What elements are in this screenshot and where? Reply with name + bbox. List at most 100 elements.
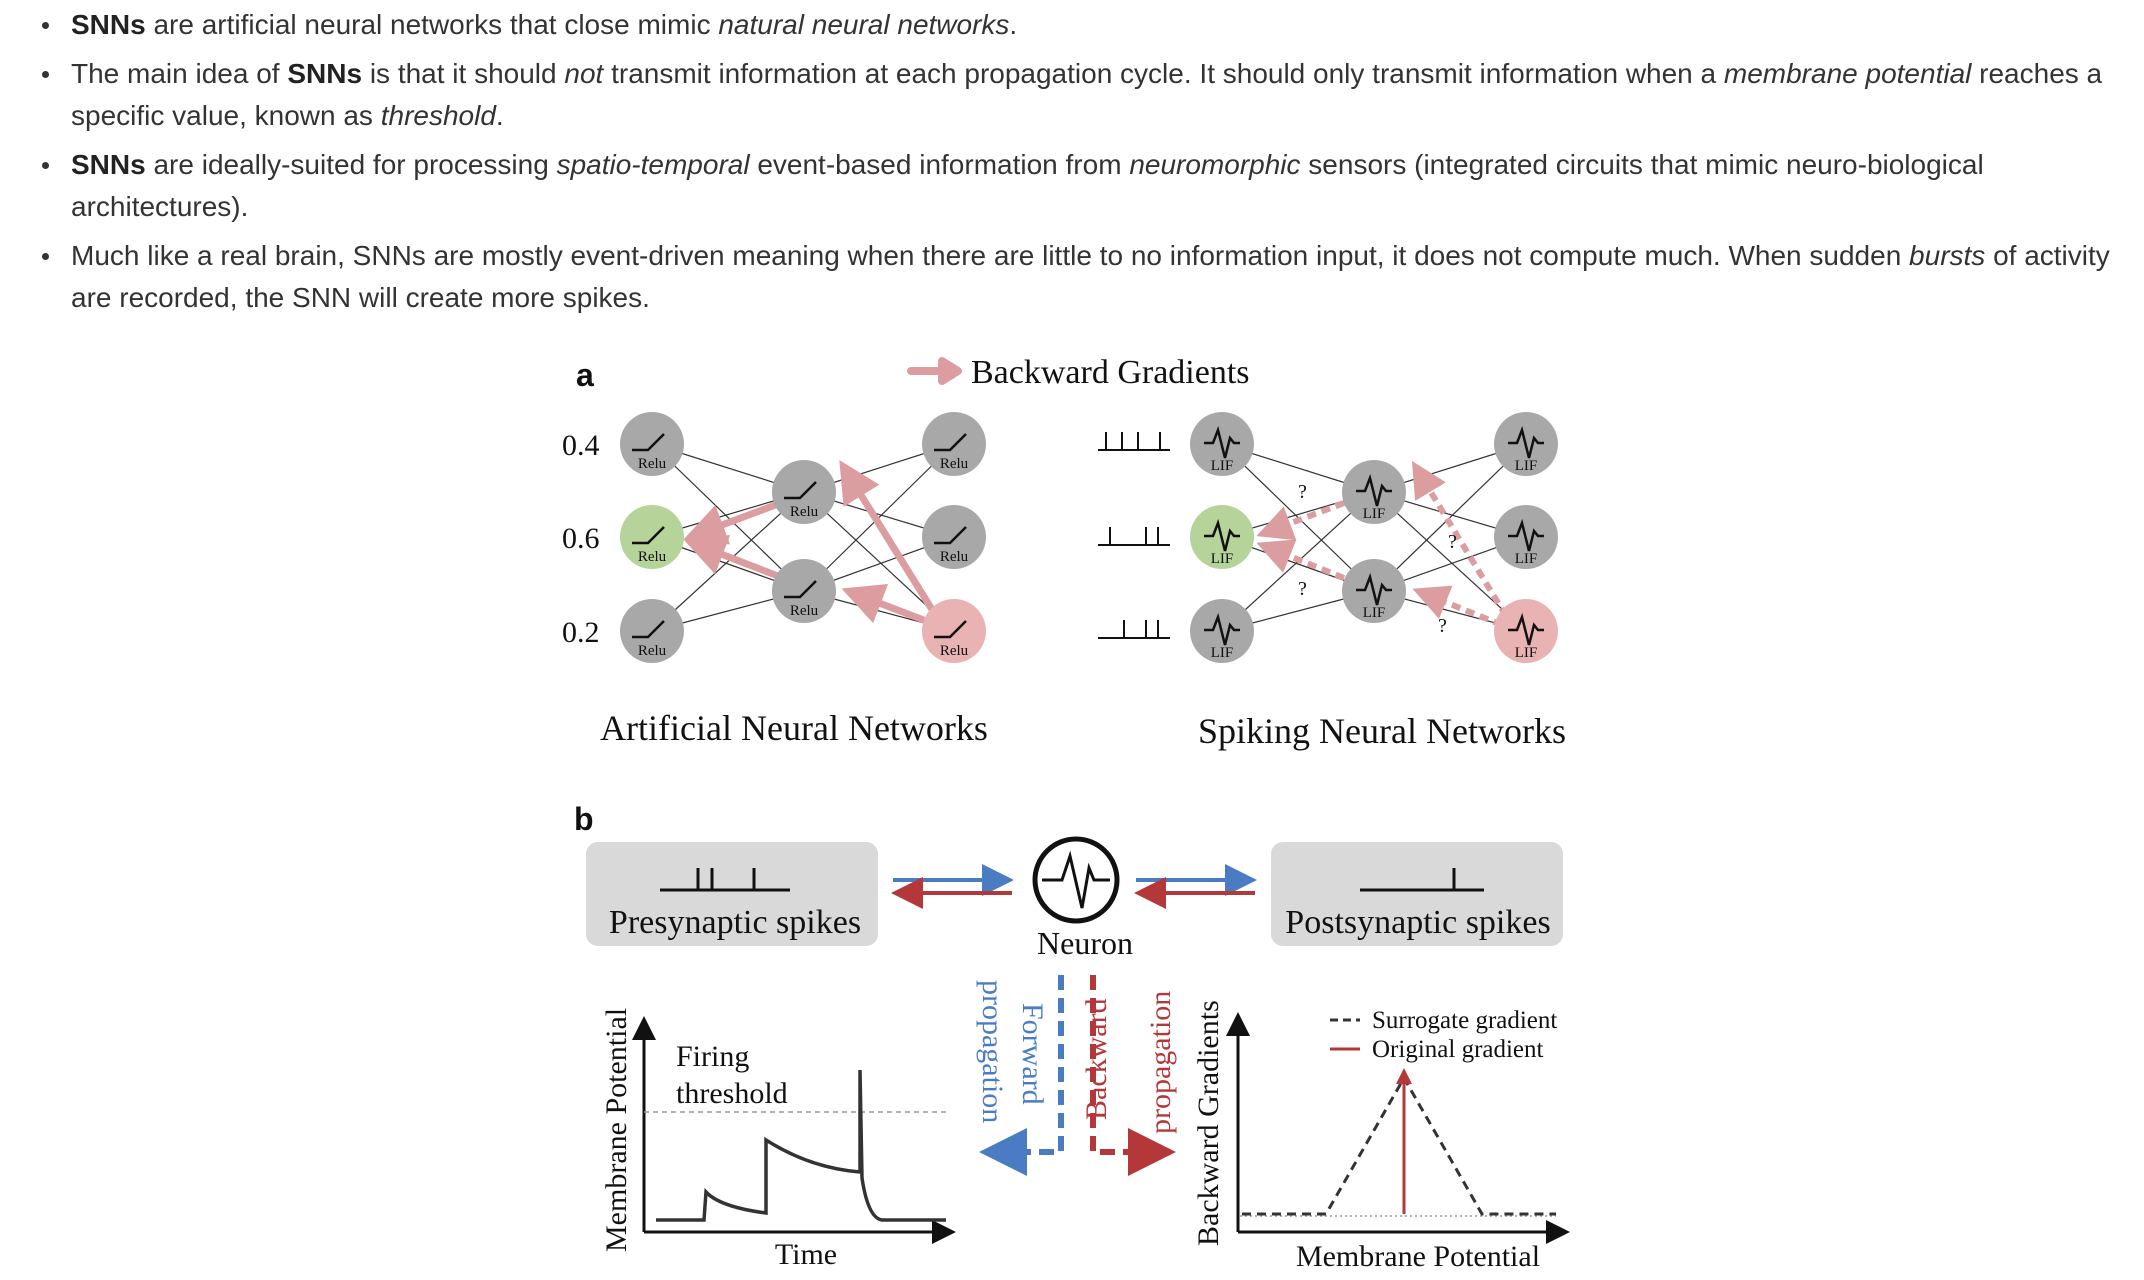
ann-input-value: 0.6	[562, 522, 600, 555]
spike-icon	[1356, 473, 1392, 507]
lif-node-label: LIF	[1211, 551, 1234, 567]
bullet-text: The main idea of	[71, 58, 288, 89]
relu-node: Relu	[620, 412, 684, 476]
membrane-potential-plot: Membrane Potential Time Firing threshold	[600, 1008, 956, 1271]
bullet-text: sensors (integrated circuits that mimic …	[71, 149, 1984, 222]
relu-icon	[784, 481, 817, 500]
relu-node: Relu	[772, 559, 836, 623]
spike-train-icon	[1360, 868, 1484, 892]
lif-node-label: LIF	[1211, 458, 1234, 474]
spike-icon	[1508, 425, 1544, 459]
question-mark: ?	[1298, 481, 1307, 503]
surrogate-gradient-line	[1242, 1074, 1556, 1216]
bullet-list: SNNs are artificial neural networks that…	[36, 4, 2126, 326]
panel-a-label: a	[576, 357, 594, 393]
relu-icon	[784, 580, 817, 599]
bg-xlabel: Membrane Potential	[1296, 1240, 1540, 1273]
ann-title: Artificial Neural Networks	[600, 708, 988, 748]
bullet-text: event-based information from	[749, 149, 1130, 180]
lif-node-label: LIF	[1515, 551, 1538, 567]
forward-label: Forward	[1016, 1003, 1049, 1105]
presynaptic-label: Presynaptic spikes	[609, 904, 861, 941]
snn-network: ? ? ? ? LIF LIF LIF LIF LIF LIF LIF LIF …	[1098, 412, 1566, 751]
lif-node: LIF	[1190, 599, 1254, 663]
question-mark: ?	[1438, 615, 1447, 637]
lif-node: LIF	[1494, 412, 1558, 476]
question-mark: ?	[1298, 578, 1307, 600]
bullet-text: reaches a specific value, known as	[71, 58, 2103, 131]
lif-node-label: LIF	[1515, 458, 1538, 474]
italic-term: membrane potential	[1723, 58, 1972, 89]
spike-train-icon	[660, 868, 790, 892]
relu-node: Relu	[922, 412, 986, 476]
ann-input-value: 0.4	[562, 429, 600, 462]
ann-network: 0.4 0.6 0.2 Relu Relu Relu Relu Relu Rel…	[562, 412, 988, 748]
relu-node-label: Relu	[638, 549, 667, 565]
mp-ylabel: Membrane Potential	[600, 1008, 633, 1252]
backward-propagation: Backward propagation	[1080, 975, 1177, 1176]
signal-arrows	[891, 864, 1257, 909]
postsynaptic-box: Postsynaptic spikes	[1271, 842, 1563, 946]
bullet-text: are artificial neural networks that clos…	[145, 9, 719, 40]
spike-train-icon	[1098, 432, 1170, 639]
relu-icon	[934, 526, 967, 545]
forward-propagation: Forward propagation	[976, 975, 1064, 1176]
spike-icon	[1508, 518, 1544, 552]
backward-gradients-legend: Backward Gradients	[907, 354, 1250, 391]
spike-icon	[1356, 572, 1392, 606]
lif-node: LIF	[1342, 460, 1406, 524]
backward-gradients-legend-label: Backward Gradients	[971, 354, 1250, 391]
firing-label: Firing	[676, 1040, 749, 1073]
lif-node-label: LIF	[1211, 645, 1234, 661]
bullet-text: Much like a real brain, SNNs are mostly …	[71, 240, 1910, 271]
legend-original: Original gradient	[1372, 1036, 1544, 1063]
relu-node-label: Relu	[638, 643, 667, 659]
presynaptic-box: Presynaptic spikes	[586, 842, 878, 946]
neuron: Neuron	[1032, 836, 1133, 961]
panel-b-label: b	[574, 801, 594, 837]
lif-node: LIF	[1190, 412, 1254, 476]
bullet-item: SNNs are artificial neural networks that…	[36, 4, 2126, 46]
spike-icon	[1204, 425, 1240, 459]
relu-node-label: Relu	[790, 504, 819, 520]
bullet-text: transmit information at each propagation…	[603, 58, 1724, 89]
bold-term: SNNs	[71, 9, 146, 40]
bullet-item: The main idea of SNNs is that it should …	[36, 53, 2126, 137]
neuron-label: Neuron	[1037, 925, 1133, 961]
relu-node-label: Relu	[940, 456, 969, 472]
membrane-trace	[656, 1069, 946, 1222]
unknown-gradient-marks: ? ? ? ?	[1298, 481, 1457, 637]
spike-icon	[1204, 518, 1240, 552]
bullet-item: Much like a real brain, SNNs are mostly …	[36, 235, 2126, 319]
bold-term: SNNs	[71, 149, 146, 180]
bullet-text: of activity are recorded, the SNN will c…	[71, 240, 2110, 313]
forward-propagation-label: propagation	[976, 980, 1009, 1123]
lif-node: LIF	[1494, 599, 1558, 663]
lif-node-label: LIF	[1515, 645, 1538, 661]
italic-term: bursts	[1909, 240, 1986, 271]
bullet-item: SNNs are ideally-suited for processing s…	[36, 144, 2126, 228]
lif-node: LIF	[1342, 559, 1406, 623]
relu-icon	[934, 620, 967, 639]
relu-node: Relu	[620, 599, 684, 663]
relu-node-label: Relu	[638, 456, 667, 472]
italic-term: natural neural networks	[718, 9, 1010, 40]
gradient-plot: Surrogate gradient Original gradient Bac…	[1192, 1000, 1570, 1273]
legend-surrogate: Surrogate gradient	[1372, 1007, 1557, 1034]
relu-node: Relu	[922, 505, 986, 569]
ann-backward-arrows	[683, 460, 939, 628]
spike-icon	[1508, 612, 1544, 646]
relu-node: Relu	[620, 505, 684, 569]
bg-ylabel: Backward Gradients	[1192, 1000, 1225, 1246]
bullet-text: are ideally-suited for processing	[145, 149, 557, 180]
relu-icon	[632, 620, 665, 639]
bullet-text: .	[495, 100, 504, 131]
lif-node: LIF	[1190, 505, 1254, 569]
bullet-text: .	[1009, 9, 1018, 40]
relu-node-label: Relu	[940, 549, 969, 565]
italic-term: threshold	[380, 100, 496, 131]
relu-node: Relu	[922, 599, 986, 663]
threshold-label: threshold	[676, 1077, 788, 1110]
lif-node-label: LIF	[1363, 605, 1386, 621]
